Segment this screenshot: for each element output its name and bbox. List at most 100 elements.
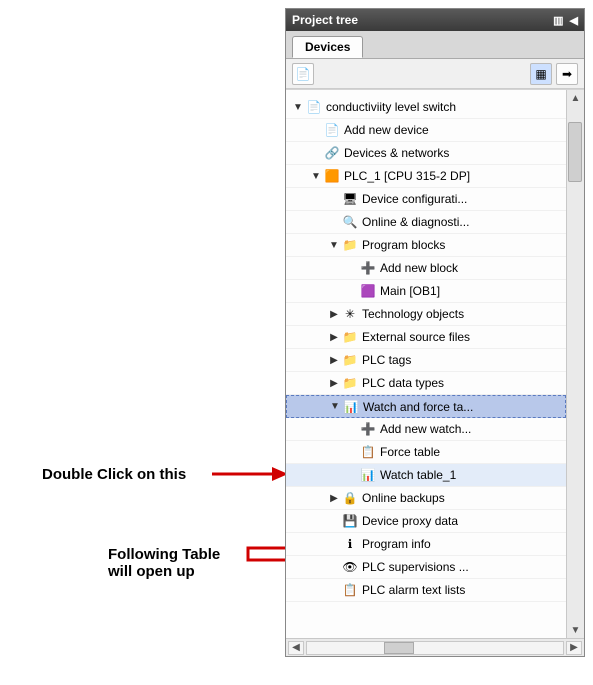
scroll-thumb[interactable] — [568, 122, 582, 182]
tree-toggle-icon[interactable]: ▼ — [292, 102, 304, 113]
tree-item-label: Add new watch... — [380, 422, 471, 436]
tree-row[interactable]: 📋 PLC alarm text lists — [286, 579, 566, 602]
title-bar-icon[interactable]: ▥ — [553, 14, 563, 27]
tree-item-label: Add new device — [344, 123, 429, 137]
tree-toggle-icon[interactable]: ▼ — [328, 240, 340, 251]
tree-item-label: conductiviity level switch — [326, 100, 456, 114]
plc-icon: 🟧 — [324, 168, 340, 184]
tree-item-label: Watch table_1 — [380, 468, 456, 482]
tab-strip: Devices — [286, 31, 584, 59]
scroll-up-icon[interactable]: ▲ — [568, 90, 584, 106]
tree-row[interactable]: ℹ Program info — [286, 533, 566, 556]
devcfg-icon: 🖥 — [342, 191, 358, 207]
tree-row[interactable]: 🔍 Online & diagnosti... — [286, 211, 566, 234]
tree-item-label: PLC alarm text lists — [362, 583, 465, 597]
project-tree-panel: Project tree ▥ ◀ Devices 📄 ▦ ➡ ▼📄conduct… — [285, 8, 585, 657]
tree-row[interactable]: ▼📊 Watch and force ta... — [286, 395, 566, 418]
folder-icon: 📁 — [342, 375, 358, 391]
addwtch-icon: ➕ — [360, 421, 376, 437]
tree-toggle-icon[interactable]: ▼ — [329, 401, 341, 412]
tree-row[interactable]: ▼🟧 PLC_1 [CPU 315-2 DP] — [286, 165, 566, 188]
tree-item-label: Online & diagnosti... — [362, 215, 469, 229]
tree-item-label: PLC_1 [CPU 315-2 DP] — [344, 169, 470, 183]
backup-icon: 🔒 — [342, 490, 358, 506]
tree-item-label: PLC tags — [362, 353, 411, 367]
tech-icon: ✳ — [342, 306, 358, 322]
watch-icon: 📊 — [343, 399, 359, 415]
hscroll-thumb[interactable] — [384, 642, 414, 654]
annotation-following-table: Following Table will open up — [108, 546, 220, 580]
tree-item-label: Main [OB1] — [380, 284, 440, 298]
tree-item-label: Force table — [380, 445, 440, 459]
tree-row[interactable]: 👁 PLC supervisions ... — [286, 556, 566, 579]
tree-row[interactable]: ➕ Add new block — [286, 257, 566, 280]
toolbar-btn-grid[interactable]: ▦ — [530, 63, 552, 85]
tree-item-label: Program blocks — [362, 238, 445, 252]
tree-row[interactable]: 🔗 Devices & networks — [286, 142, 566, 165]
annotation-double-click: Double Click on this — [42, 466, 186, 483]
tree-row[interactable]: 💾 Device proxy data — [286, 510, 566, 533]
tree-toggle-icon[interactable]: ▶ — [328, 332, 340, 343]
tree-row[interactable]: ▶🔒 Online backups — [286, 487, 566, 510]
vertical-scrollbar[interactable]: ▲ ▼ — [566, 90, 584, 638]
tree-toggle-icon[interactable]: ▶ — [328, 493, 340, 504]
folder-icon: 📁 — [342, 237, 358, 253]
hscroll-track[interactable] — [306, 641, 564, 655]
add-icon: 📄 — [324, 122, 340, 138]
tree-row[interactable]: ➕ Add new watch... — [286, 418, 566, 441]
tree-row[interactable]: 📊 Watch table_1 — [286, 464, 566, 487]
wtable-icon: 📊 — [360, 467, 376, 483]
tree-body: ▼📄conductiviity level switch📄Add new dev… — [286, 90, 566, 638]
force-icon: 📋 — [360, 444, 376, 460]
tree-item-label: External source files — [362, 330, 470, 344]
tree-item-label: Add new block — [380, 261, 458, 275]
addblk-icon: ➕ — [360, 260, 376, 276]
panel-title: Project tree — [292, 13, 358, 27]
tree-row[interactable]: ▶📁 External source files — [286, 326, 566, 349]
tree-container: ▼📄conductiviity level switch📄Add new dev… — [286, 89, 584, 656]
tree-item-label: Device proxy data — [362, 514, 458, 528]
network-icon: 🔗 — [324, 145, 340, 161]
pinfo-icon: ℹ — [342, 536, 358, 552]
tree-toggle-icon[interactable]: ▶ — [328, 309, 340, 320]
panel-title-bar: Project tree ▥ ◀ — [286, 9, 584, 31]
tree-item-label: PLC data types — [362, 376, 444, 390]
tree-row[interactable]: 📄 Add new device — [286, 119, 566, 142]
scroll-left-icon[interactable]: ◀ — [288, 641, 304, 655]
ob-icon: 🟪 — [360, 283, 376, 299]
online-icon: 🔍 — [342, 214, 358, 230]
project-icon: 📄 — [306, 99, 322, 115]
alarm-icon: 📋 — [342, 582, 358, 598]
tree-item-label: Online backups — [362, 491, 445, 505]
tree-row[interactable]: ▶📁 PLC data types — [286, 372, 566, 395]
tree-item-label: Device configurati... — [362, 192, 467, 206]
scroll-down-icon[interactable]: ▼ — [568, 622, 584, 638]
scroll-right-icon[interactable]: ▶ — [566, 641, 582, 655]
tree-toggle-icon[interactable]: ▶ — [328, 378, 340, 389]
tree-toggle-icon[interactable]: ▼ — [310, 171, 322, 182]
folder-icon: 📁 — [342, 329, 358, 345]
tree-row[interactable]: ▼📄 conductiviity level switch — [286, 96, 566, 119]
toolbar-btn-left[interactable]: 📄 — [292, 63, 314, 85]
folder-icon: 📁 — [342, 352, 358, 368]
horizontal-scrollbar[interactable]: ◀ ▶ — [286, 638, 584, 656]
arrow-double-click — [210, 463, 290, 485]
tree-item-label: Devices & networks — [344, 146, 449, 160]
proxy-icon: 💾 — [342, 513, 358, 529]
tree-row[interactable]: ▶✳ Technology objects — [286, 303, 566, 326]
tree-item-label: Technology objects — [362, 307, 464, 321]
tree-row[interactable]: ▼📁 Program blocks — [286, 234, 566, 257]
tree-item-label: Program info — [362, 537, 431, 551]
tree-item-label: Watch and force ta... — [363, 400, 473, 414]
tree-row[interactable]: 🟪 Main [OB1] — [286, 280, 566, 303]
tree-row[interactable]: 🖥 Device configurati... — [286, 188, 566, 211]
toolbar-btn-go[interactable]: ➡ — [556, 63, 578, 85]
title-bar-collapse-icon[interactable]: ◀ — [570, 14, 578, 27]
tree-row[interactable]: 📋 Force table — [286, 441, 566, 464]
panel-toolbar: 📄 ▦ ➡ — [286, 59, 584, 89]
tree-row[interactable]: ▶📁 PLC tags — [286, 349, 566, 372]
tree-item-label: PLC supervisions ... — [362, 560, 469, 574]
tab-devices[interactable]: Devices — [292, 36, 363, 58]
superv-icon: 👁 — [342, 559, 358, 575]
tree-toggle-icon[interactable]: ▶ — [328, 355, 340, 366]
